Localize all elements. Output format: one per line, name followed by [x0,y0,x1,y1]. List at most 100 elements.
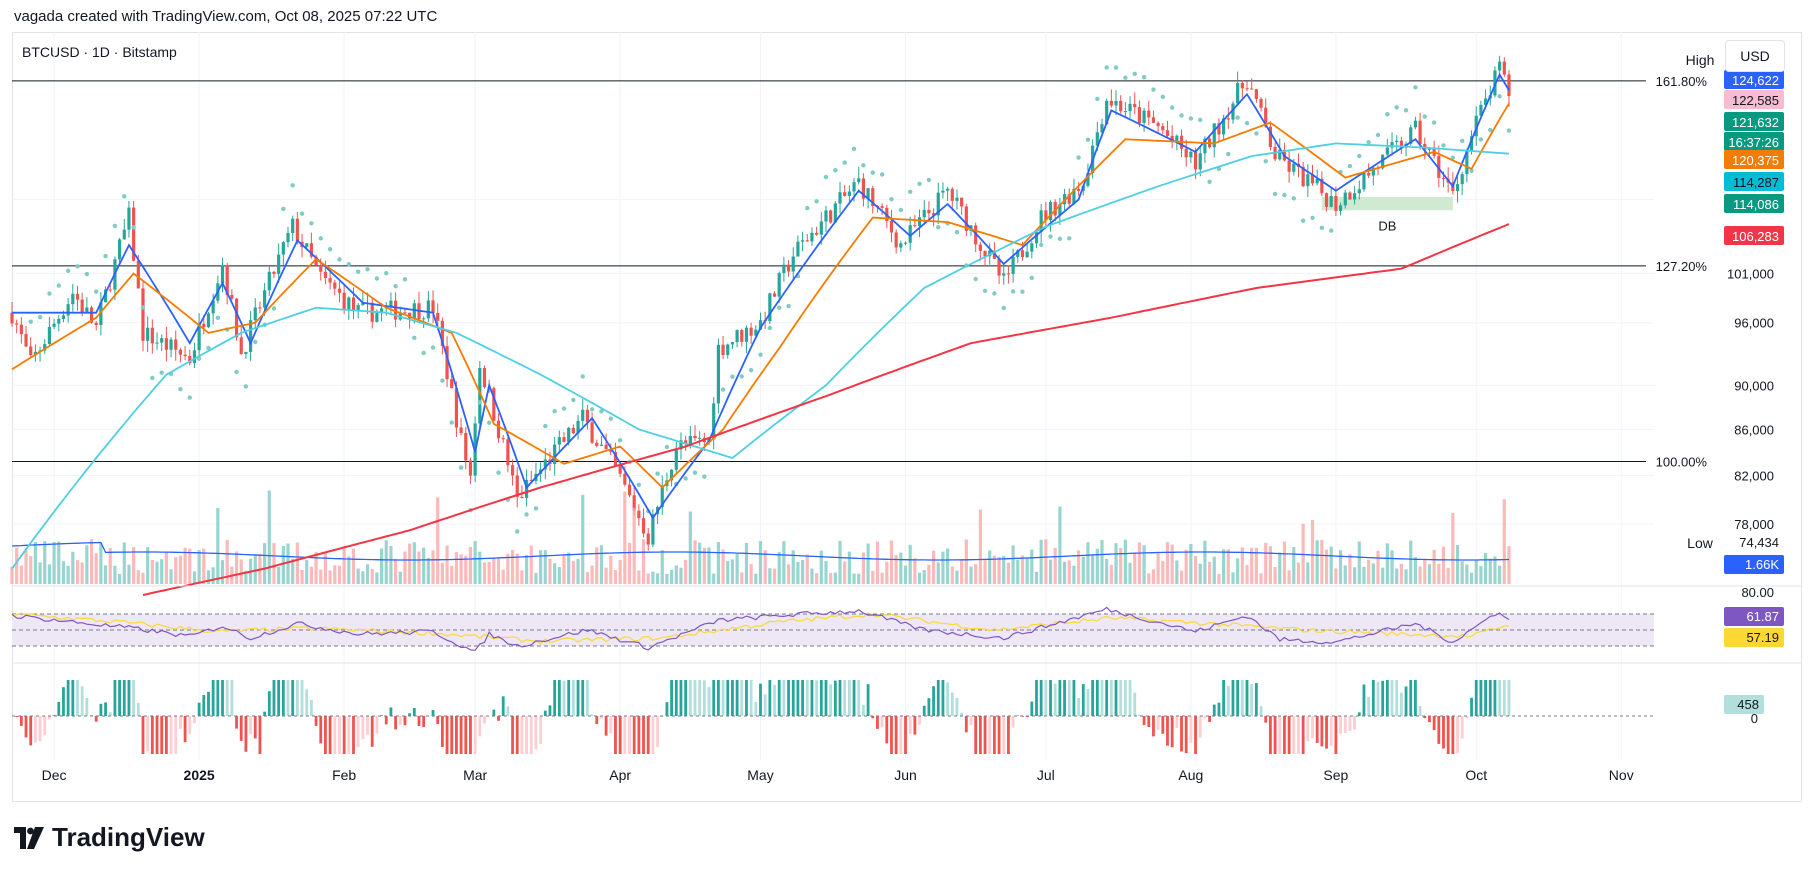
volume-bar [501,569,505,584]
price-axis-tick: 90,000 [1734,378,1774,393]
time-axis-label: Mar [463,767,487,783]
time-axis-label: Nov [1609,767,1634,783]
candle-body [960,197,964,207]
macd-histogram-bar [847,680,851,716]
macd-histogram-bar [642,716,645,754]
parabolic-sar-dot [94,289,99,294]
candle-body [342,292,346,310]
volume-bar [595,547,599,584]
tradingview-logo[interactable]: TradingView [14,822,205,853]
candle-body [520,496,524,498]
parabolic-sar-dot [337,257,342,262]
candle-body [1193,151,1198,170]
volume-bar [197,550,201,584]
volume-bar [1222,549,1226,584]
candle-body [19,324,23,335]
candle-body [1222,118,1226,135]
volume-bar [1254,547,1258,584]
candle-body [604,444,608,449]
moving-average-line [12,72,1510,520]
volume-bar [740,572,744,584]
parabolic-sar-dot [1095,96,1100,102]
candle-body [782,264,786,274]
macd-histogram-bar [731,680,734,716]
candle-body [1367,172,1371,176]
macd-histogram-bar [478,716,482,737]
macd-histogram-bar [922,705,926,716]
candle-body [150,327,154,344]
volume-bar [440,562,444,584]
parabolic-sar-dot [1169,105,1175,110]
macd-histogram-bar [745,680,748,716]
parabolic-sar-dot [1347,163,1353,169]
macd-histogram-bar [408,713,412,716]
macd-histogram-bar [150,716,154,754]
candle-body [562,437,566,442]
candle-body [1095,132,1099,146]
volume-bar [1179,570,1184,584]
candle-body [1236,82,1240,104]
volume-bar [103,565,108,584]
volume-bar [347,556,351,584]
candle-body [478,367,482,424]
volume-bar [1460,561,1464,584]
macd-histogram-bar [1100,680,1104,716]
volume-bar [89,539,94,584]
volume-bar [412,542,416,584]
candle-body [1147,110,1151,118]
volume-bar [1451,513,1455,584]
macd-histogram-bar [1058,680,1062,716]
macd-histogram-bar [94,716,98,722]
volume-bar [314,552,318,584]
candle-body [1418,120,1422,144]
parabolic-sar-dot [234,369,239,375]
parabolic-sar-dot [1038,242,1044,248]
candle-body [1357,189,1361,194]
parabolic-sar-dot [1403,108,1409,113]
macd-histogram-bar [249,716,252,735]
candle-body [178,349,183,355]
currency-button[interactable]: USD [1725,40,1785,72]
candle-body [361,302,365,306]
macd-histogram-bar [749,680,753,716]
volume-bar [1212,556,1216,584]
volume-bar [272,543,276,584]
candle-body [927,209,931,214]
volume-bar [164,551,168,584]
volume-bar [1053,548,1057,584]
candle-body [89,307,94,323]
parabolic-sar-dot [243,384,249,389]
macd-histogram-bar [291,680,295,716]
macd-histogram-bar [164,716,168,754]
candle-body [1184,148,1188,158]
macd-histogram-bar [829,684,833,716]
volume-bar [1381,567,1385,584]
macd-histogram-bar [791,680,795,716]
candle-body [328,277,332,283]
volume-bar [1203,540,1207,584]
parabolic-sar-dot [1497,93,1502,99]
volume-bar [1367,559,1371,584]
candle-body [253,307,257,321]
parabolic-sar-dot [1067,236,1072,241]
candle-body [595,442,599,446]
macd-histogram-bar [815,680,819,716]
volume-bar [211,567,215,584]
macd-histogram-bar [193,716,196,724]
macd-histogram-bar [1395,680,1399,716]
price-label: 74,434 [1739,535,1779,550]
candle-body [1310,174,1315,184]
candle-body [1413,120,1418,128]
tradingview-logo-icon [14,826,44,849]
macd-histogram-bar [1446,716,1450,754]
candle-body [1362,172,1366,190]
macd-histogram-bar [272,680,276,716]
parabolic-sar-dot [1076,155,1081,160]
price-label: 16:37:26 [1728,135,1779,150]
macd-histogram-bar [581,680,585,716]
macd-histogram-bar [1142,716,1146,726]
macd-histogram-bar [1254,683,1258,716]
volume-bar [29,556,33,584]
volume-bar [267,490,271,584]
